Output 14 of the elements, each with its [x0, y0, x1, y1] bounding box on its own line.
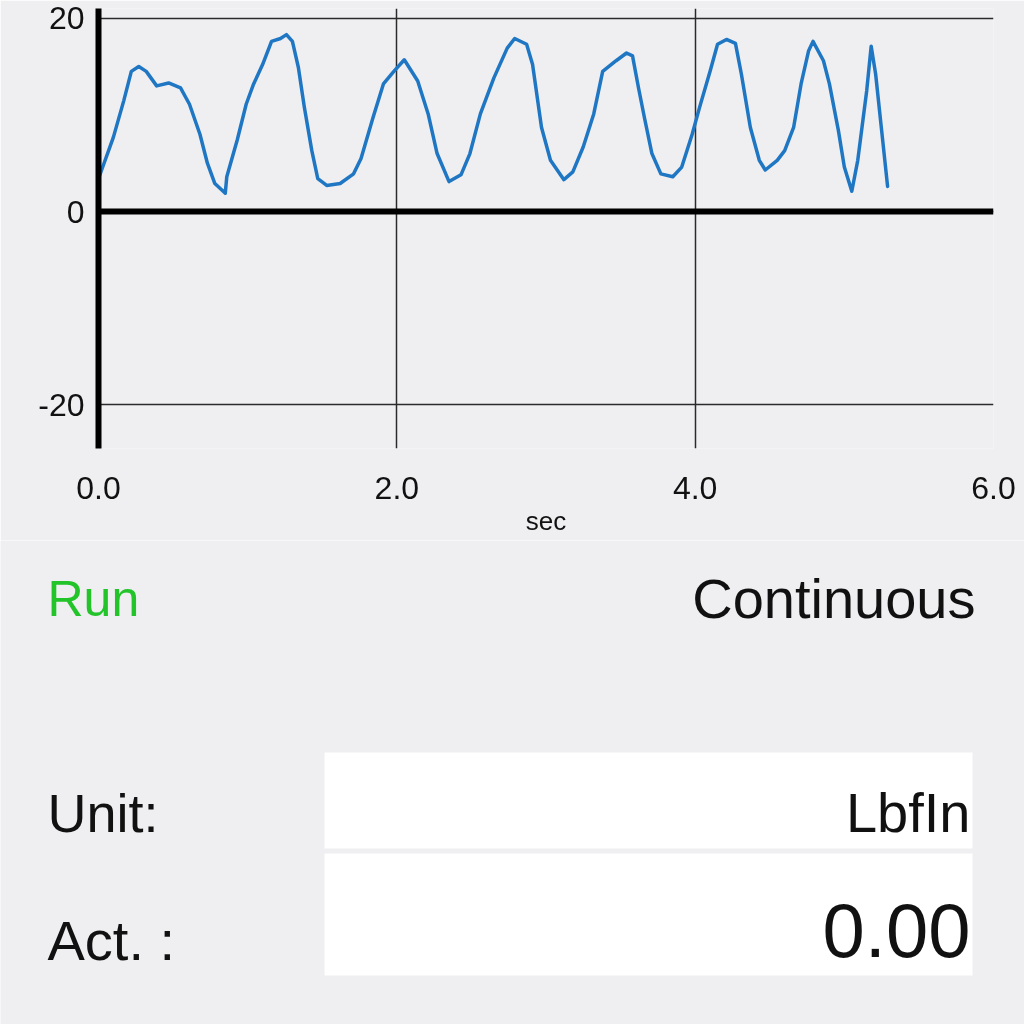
text: 0.00: [822, 888, 971, 973]
y-tick-label: 0: [66, 193, 85, 230]
text: Unit:: [47, 782, 159, 843]
text: LbfIn: [845, 781, 971, 844]
text: Run: [47, 570, 140, 627]
x-axis-title: sec: [525, 505, 567, 536]
x-tick-label: 2.0: [374, 469, 420, 506]
x-tick-label: 4.0: [672, 469, 718, 506]
text: Continuous: [692, 567, 976, 630]
text: Act. :: [47, 909, 176, 972]
y-tick-label: 20: [48, 0, 85, 37]
y-tick-label: -20: [38, 386, 85, 423]
x-tick-label: 6.0: [971, 469, 1016, 506]
x-tick-label: 0.0: [76, 469, 121, 506]
